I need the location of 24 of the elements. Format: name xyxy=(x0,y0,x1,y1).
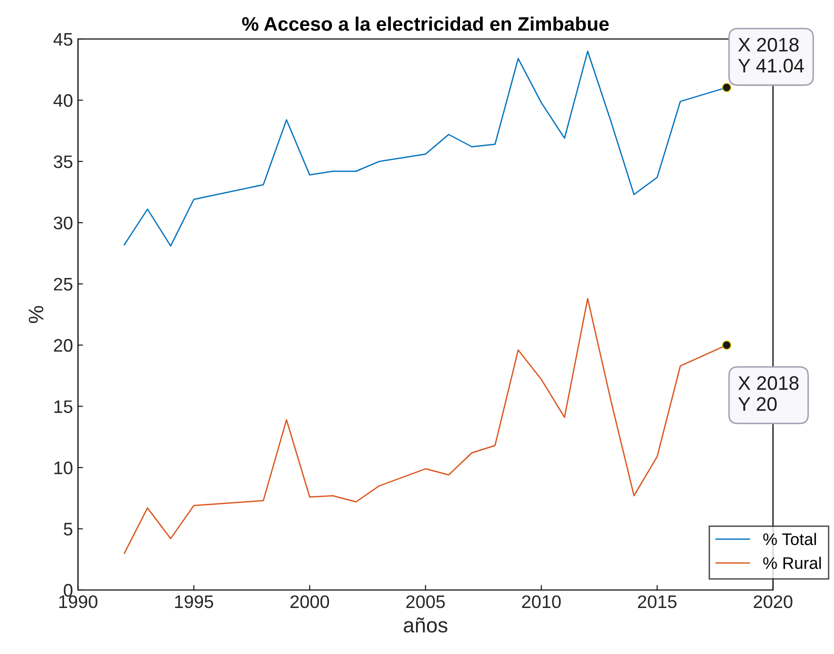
y-tick-label: 35 xyxy=(54,155,72,168)
x-tick-label: 1990 xyxy=(59,595,98,608)
y-tick-label: 25 xyxy=(54,278,72,291)
chart-title: % Acceso a la electricidad en Zimbabue xyxy=(242,16,609,31)
x-tick-label: 2000 xyxy=(290,595,330,608)
legend-label: % Total xyxy=(763,532,816,546)
y-tick-label: 30 xyxy=(54,216,72,230)
x-tick-label: 2015 xyxy=(638,595,676,608)
y-tick-label: 45 xyxy=(53,33,72,46)
x-tick-label: 1995 xyxy=(175,595,214,608)
y-tick-label: 40 xyxy=(53,94,72,107)
y-tick-label: 20 xyxy=(54,339,72,352)
y-axis-title: % xyxy=(28,306,44,324)
x-axis-title: años xyxy=(404,617,448,633)
x-tick-label: 2005 xyxy=(406,595,445,608)
y-tick-label: 15 xyxy=(54,400,72,414)
y-tick-label: 10 xyxy=(54,461,72,474)
legend-label: % Rural xyxy=(763,556,821,570)
x-tick-label: 2020 xyxy=(754,595,792,608)
annotation: X 2018 Y 41.04 xyxy=(738,38,804,73)
y-tick-label: 5 xyxy=(64,522,72,536)
annotation: X 2018 Y 20 xyxy=(738,376,799,411)
y-tick-label: 0 xyxy=(64,584,72,597)
x-tick-label: 2010 xyxy=(522,595,561,608)
